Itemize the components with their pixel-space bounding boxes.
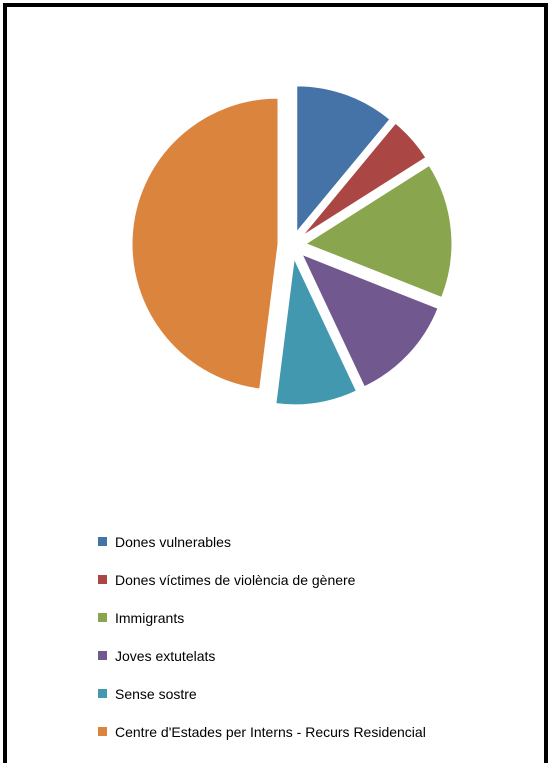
pie-slice — [275, 257, 358, 406]
legend-label: Immigrants — [115, 609, 185, 626]
pie-slices — [131, 85, 453, 406]
legend-swatch — [98, 537, 107, 546]
legend-swatch — [98, 727, 107, 736]
legend-item: Joves extutelats — [98, 646, 426, 665]
pie-slice — [301, 253, 439, 388]
legend-swatch — [98, 689, 107, 698]
legend-swatch — [98, 613, 107, 622]
legend-label: Sense sostre — [115, 685, 197, 702]
pie-slice — [131, 97, 279, 390]
legend-item: Immigrants — [98, 608, 426, 627]
pie-slice — [302, 122, 427, 237]
legend-label: Dones vulnerables — [115, 533, 231, 550]
legend-item: Dones vulnerables — [98, 532, 426, 551]
legend-item: Sense sostre — [98, 684, 426, 703]
legend-item: Centre d'Estades per Interns - Recurs Re… — [98, 722, 426, 741]
legend-swatch — [98, 651, 107, 660]
legend-label: Centre d'Estades per Interns - Recurs Re… — [115, 723, 426, 740]
legend-swatch — [98, 575, 107, 584]
pie-slice — [296, 85, 391, 234]
pie-slice — [304, 164, 453, 299]
legend-label: Joves extutelats — [115, 647, 216, 664]
legend-item: Dones víctimes de violència de gènere — [98, 570, 426, 589]
legend-label: Dones víctimes de violència de gènere — [115, 571, 356, 588]
legend: Dones vulnerables Dones víctimes de viol… — [98, 532, 426, 760]
